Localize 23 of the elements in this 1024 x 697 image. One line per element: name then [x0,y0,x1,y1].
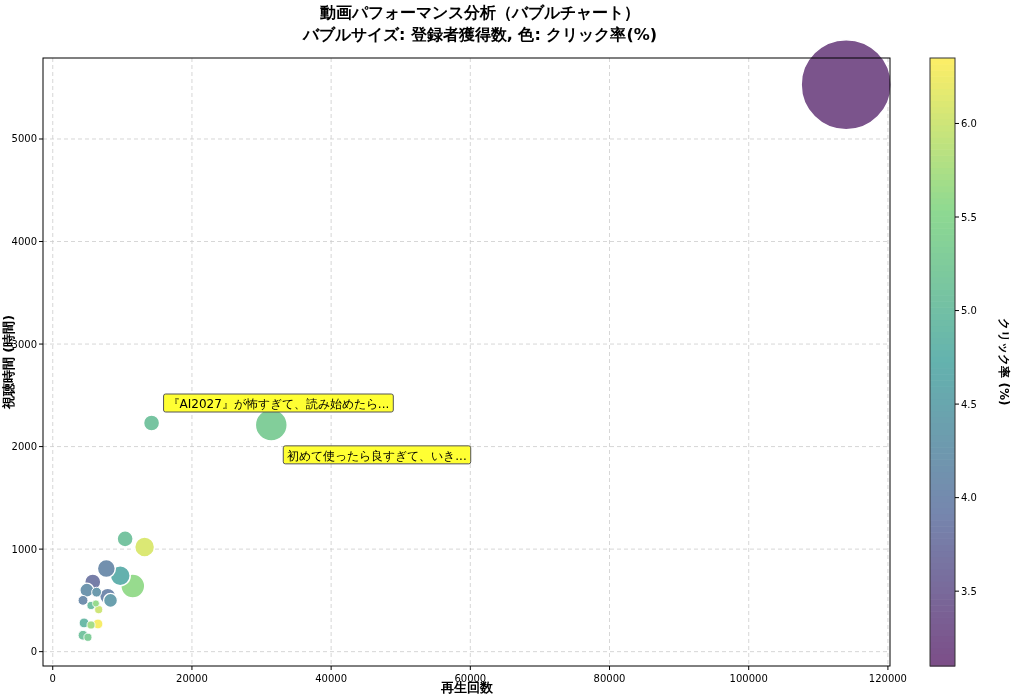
color-bar-label: 6.0 [961,117,977,129]
color-bar-label: 4.5 [961,398,977,410]
chart-title: 動画パフォーマンス分析（バブルチャート） [319,3,640,22]
y-tick-label: 2000 [11,441,37,453]
color-bar-title: クリック率 (%) [997,318,1011,406]
annotation: 『AI2027』が怖すぎて、読み始めたら... [167,397,390,412]
y-tick-label: 5000 [11,133,37,145]
annotation: 初めて使ったら良すぎて、いき... [287,448,467,463]
x-tick-label: 100000 [729,673,768,684]
x-tick-label: 120000 [868,673,908,684]
y-tick-label: 1000 [11,543,37,555]
color-bar-label: 4.0 [961,492,977,504]
chart-subtitle: バブルサイズ: 登録者獲得数, 色: クリック率(%) [301,25,658,44]
y-tick-label: 4000 [11,236,37,248]
x-tick-label: 0 [49,673,56,684]
color-bar-label: 3.5 [961,585,977,597]
color-bar-label: 5.0 [961,305,977,317]
x-axis-title: 再生回数 [439,680,494,695]
x-tick-label: 80000 [593,673,626,684]
x-tick-label: 20000 [176,673,208,684]
color-bar-label: 5.5 [961,211,977,223]
x-tick-label: 40000 [315,673,348,684]
y-tick-label: 0 [30,646,37,658]
